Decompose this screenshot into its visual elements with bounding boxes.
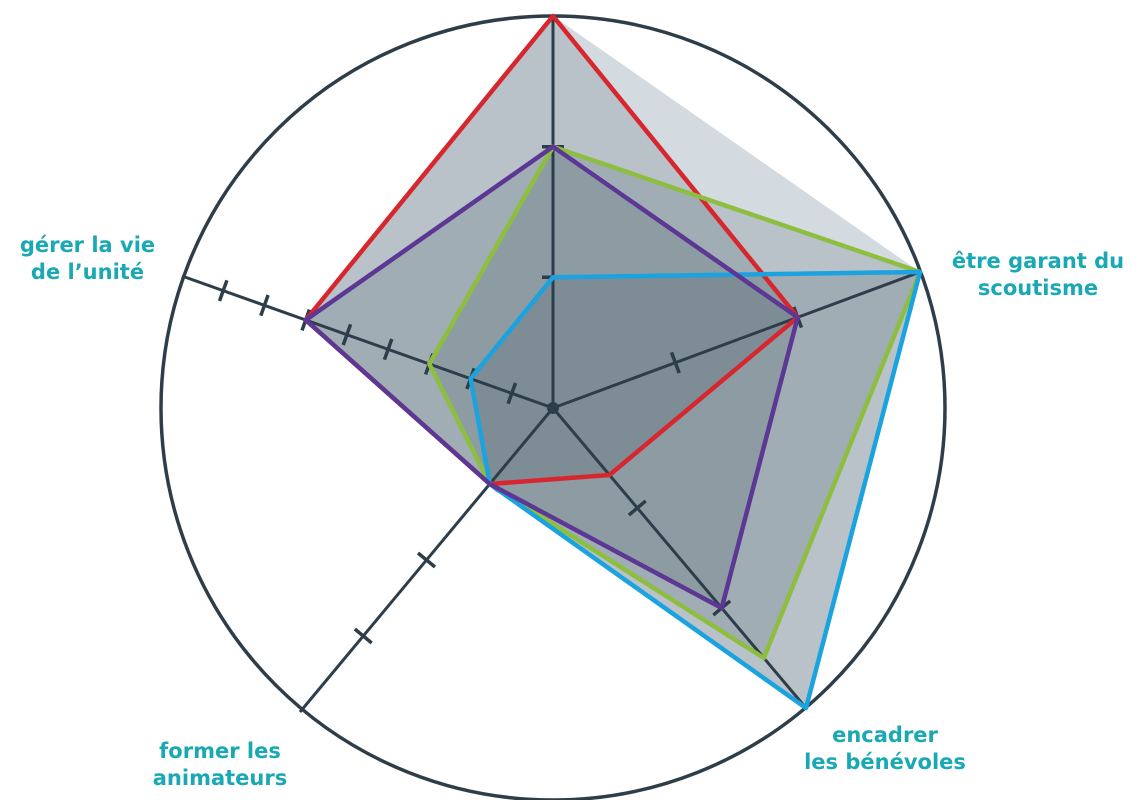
axis-tick: [259, 294, 270, 317]
axis-label-etre-garant: être garant du scoutisme: [951, 249, 1125, 300]
axis-line-2: [552, 270, 921, 410]
series-fill-3: [470, 272, 920, 708]
envelope-area: [305, 16, 920, 708]
axis-tick: [506, 382, 518, 405]
axis-tick: [669, 351, 681, 374]
axis-tick: [341, 323, 353, 346]
axis-tick: [627, 499, 647, 517]
axis-tick: [353, 627, 373, 645]
axis-label-encadrer: encadrer les bénévoles: [804, 723, 966, 774]
axis-label-former: former les animateurs: [152, 739, 288, 790]
axis-tick: [382, 338, 394, 361]
axis-tick: [217, 279, 229, 302]
series-line-2: [427, 144, 923, 661]
series-line-4: [303, 144, 800, 611]
center-dot: [547, 402, 559, 414]
series-line-1: [303, 13, 800, 487]
series-line-3: [468, 269, 923, 711]
axis-line-5: [181, 274, 554, 410]
axis-label-gerer: gérer la vie de l’unité: [19, 233, 156, 284]
axis-tick: [416, 551, 437, 569]
